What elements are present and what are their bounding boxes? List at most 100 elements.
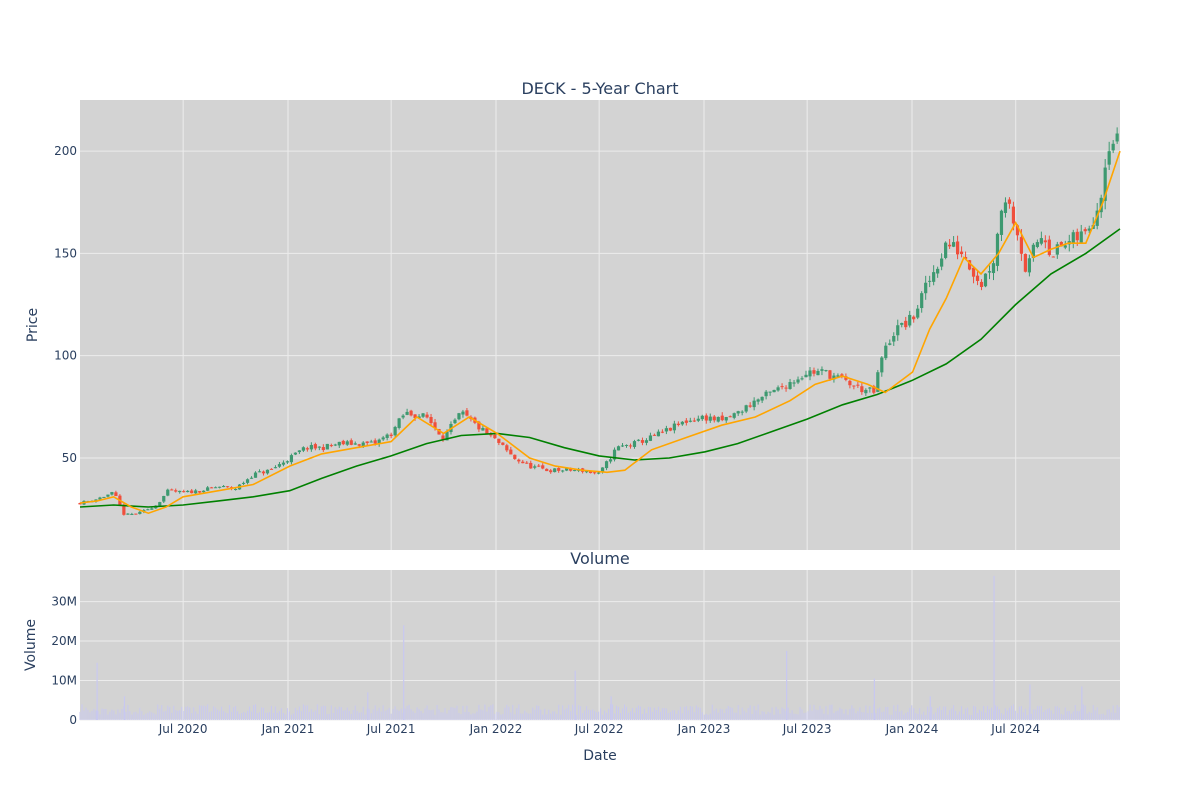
candle-up — [345, 441, 349, 445]
candle-up — [138, 511, 142, 514]
candle-up — [664, 428, 668, 432]
candle-up — [130, 513, 134, 515]
candle-up — [776, 387, 780, 391]
candle-up — [445, 431, 449, 441]
candle-up — [796, 379, 800, 383]
candle-up — [876, 372, 880, 392]
candle-up — [166, 489, 170, 496]
candle-up — [1063, 245, 1067, 248]
candle-down — [537, 465, 541, 467]
candle-up — [257, 471, 262, 473]
candle-down — [569, 468, 573, 471]
volume-y-tick-label: 30M — [51, 595, 77, 609]
candle-up — [417, 416, 421, 419]
candle-down — [904, 320, 908, 328]
candle-up — [385, 434, 389, 438]
x-tick-label: Jul 2023 — [782, 722, 832, 736]
candle-up — [245, 479, 250, 483]
candle-up — [481, 427, 485, 431]
candle-up — [648, 435, 653, 441]
x-tick-label: Jul 2021 — [366, 722, 416, 736]
candle-down — [848, 380, 852, 386]
candle-down — [501, 442, 505, 445]
candle-up — [924, 282, 928, 294]
candle-up — [233, 489, 238, 491]
price-axis-title: Price — [25, 308, 41, 342]
candle-down — [860, 386, 864, 393]
candle-up — [1115, 133, 1119, 142]
candle-down — [465, 410, 469, 416]
candle-up — [353, 443, 357, 445]
candle-up — [612, 449, 617, 460]
volume-axis-title: Volume — [23, 619, 39, 671]
candle-up — [940, 258, 944, 267]
candle-down — [329, 445, 333, 447]
candle-up — [158, 502, 162, 506]
candle-up — [644, 440, 649, 443]
candle-down — [521, 461, 525, 464]
candle-up — [1079, 231, 1083, 243]
candle-up — [106, 494, 110, 497]
candle-down — [979, 281, 984, 288]
candle-up — [309, 445, 313, 450]
candle-down — [1059, 241, 1063, 247]
candle-up — [289, 455, 294, 463]
candle-down — [967, 260, 972, 270]
candle-up — [816, 370, 820, 376]
volume-title: Volume — [570, 549, 630, 568]
candle-up — [110, 492, 114, 495]
candle-up — [632, 441, 637, 447]
candle-up — [680, 421, 684, 425]
candle-up — [194, 490, 198, 494]
candle-up — [533, 466, 537, 468]
price-y-ticks: 50 100 150 200 — [54, 144, 77, 465]
candle-down — [305, 448, 309, 450]
candle-up — [241, 482, 246, 484]
candle-down — [529, 462, 533, 469]
price-plot-area — [80, 100, 1120, 550]
candle-up — [405, 411, 409, 415]
candle-up — [98, 497, 102, 500]
candle-up — [700, 415, 704, 420]
candle-up — [620, 445, 625, 447]
candle-up — [772, 389, 776, 393]
candle-up — [565, 468, 569, 471]
candle-up — [102, 496, 106, 498]
candle-up — [162, 495, 166, 502]
candle-up — [724, 417, 728, 421]
candle-down — [505, 445, 509, 451]
candle-up — [202, 490, 206, 493]
candle-down — [1075, 231, 1079, 241]
candle-up — [297, 450, 301, 453]
candle-down — [1083, 229, 1087, 232]
candle-down — [1051, 256, 1055, 258]
candle-up — [696, 418, 700, 421]
x-tick-label: Jan 2023 — [677, 722, 731, 736]
candle-up — [1107, 151, 1111, 165]
candle-up — [377, 439, 381, 444]
candle-up — [1003, 202, 1008, 213]
candle-up — [991, 263, 996, 274]
candle-down — [114, 492, 118, 497]
candle-up — [1111, 143, 1115, 151]
candle-up — [768, 391, 772, 393]
price-grid — [80, 100, 1120, 550]
candle-down — [182, 491, 186, 493]
candle-up — [361, 442, 365, 447]
candle-up — [656, 431, 661, 437]
candle-down — [429, 416, 433, 424]
volume-y-tick-label: 0 — [69, 713, 77, 727]
candle-up — [214, 487, 218, 489]
candle-up — [178, 490, 182, 493]
candle-up — [888, 343, 892, 345]
candle-up — [393, 426, 397, 436]
candle-down — [676, 423, 680, 425]
candle-up — [987, 271, 992, 273]
candle-down — [341, 440, 345, 445]
ma-short-line — [79, 150, 1121, 515]
candle-down — [313, 444, 317, 449]
candle-up — [920, 293, 924, 309]
candle-down — [712, 416, 716, 421]
candle-up — [369, 441, 373, 443]
candle-up — [126, 513, 130, 515]
